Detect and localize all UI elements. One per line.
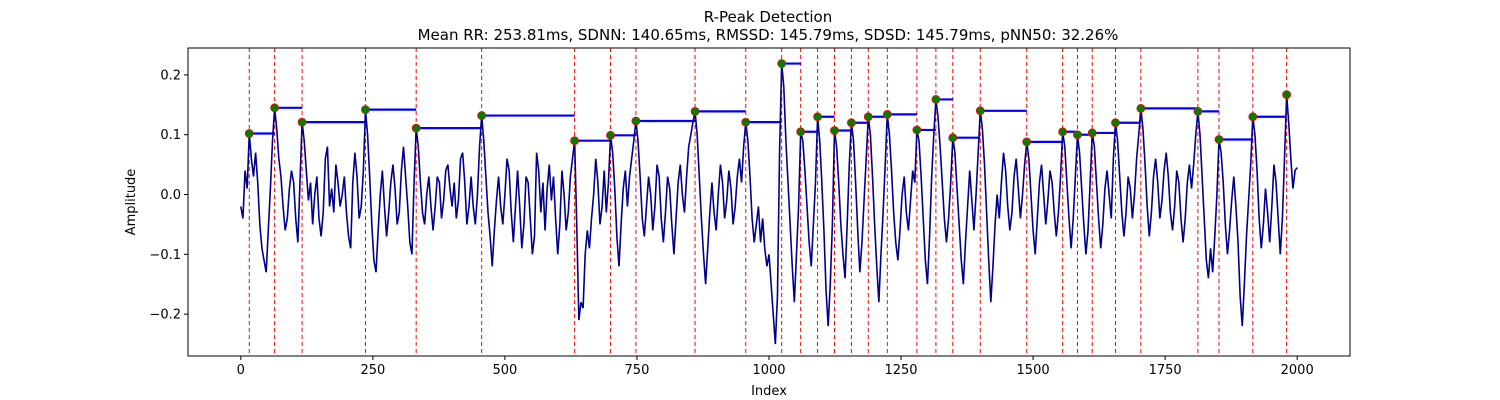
peak-marker: [777, 59, 787, 68]
peak-marker: [863, 112, 873, 122]
peak-marker: [1214, 135, 1224, 144]
x-tick-label: 750: [625, 363, 650, 378]
y-tick-label: 0.0: [160, 188, 181, 203]
peak-markers: [244, 59, 1292, 147]
peak-marker: [270, 103, 280, 113]
x-tick-label: 1500: [1017, 363, 1050, 378]
peak-marker: [1022, 137, 1032, 147]
peak-marker: [1282, 90, 1292, 100]
peak-marker: [975, 106, 985, 116]
x-tick-label: 1750: [1149, 363, 1182, 378]
peak-marker: [1193, 106, 1203, 116]
peak-marker: [882, 109, 892, 119]
peak-marker: [830, 126, 839, 135]
peak-marker: [244, 129, 254, 138]
rr-interval-segments: [249, 62, 1287, 143]
peak-marker: [606, 130, 615, 140]
x-tick-label: 1000: [752, 363, 785, 378]
peak-marker: [796, 127, 806, 137]
chart-subtitle: Mean RR: 253.81ms, SDNN: 140.65ms, RMSSD…: [418, 26, 1119, 44]
peak-marker: [1087, 128, 1097, 138]
peak-marker: [1073, 130, 1082, 140]
y-tick-label: −0.1: [149, 248, 181, 263]
signal-line: [240, 63, 1298, 345]
y-axis: −0.2 −0.1 0.0 0.1 0.2: [149, 68, 188, 323]
y-tick-label: 0.1: [160, 128, 181, 143]
peak-marker: [570, 136, 580, 146]
x-tick-label: 1250: [884, 363, 917, 378]
x-axis-label: Index: [751, 384, 787, 399]
y-tick-label: −0.2: [149, 308, 181, 323]
peak-marker: [361, 105, 370, 114]
peak-marker: [411, 123, 421, 133]
peak-marker: [931, 95, 941, 104]
x-tick-label: 250: [360, 363, 385, 378]
chart-title: R-Peak Detection: [704, 8, 832, 26]
peak-marker: [813, 112, 822, 122]
peak-marker: [1058, 127, 1068, 137]
peak-marker: [297, 117, 307, 127]
peak-marker: [948, 133, 958, 143]
y-axis-label: Amplitude: [124, 169, 139, 236]
peak-marker: [741, 117, 751, 127]
peak-marker: [846, 118, 856, 128]
peak-marker: [631, 116, 641, 126]
peak-marker: [912, 125, 922, 135]
x-axis: 0 250 500 750 1000 1250 1500 1750 2000: [237, 356, 1314, 378]
peak-marker: [477, 111, 487, 120]
peak-marker: [1248, 112, 1258, 122]
y-tick-label: 0.2: [160, 68, 181, 83]
peak-marker: [690, 106, 700, 116]
x-tick-label: 2000: [1281, 363, 1314, 378]
peak-marker: [1136, 104, 1146, 113]
x-tick-label: 500: [492, 363, 517, 378]
x-tick-label: 0: [237, 363, 245, 378]
peak-marker: [1111, 118, 1120, 128]
